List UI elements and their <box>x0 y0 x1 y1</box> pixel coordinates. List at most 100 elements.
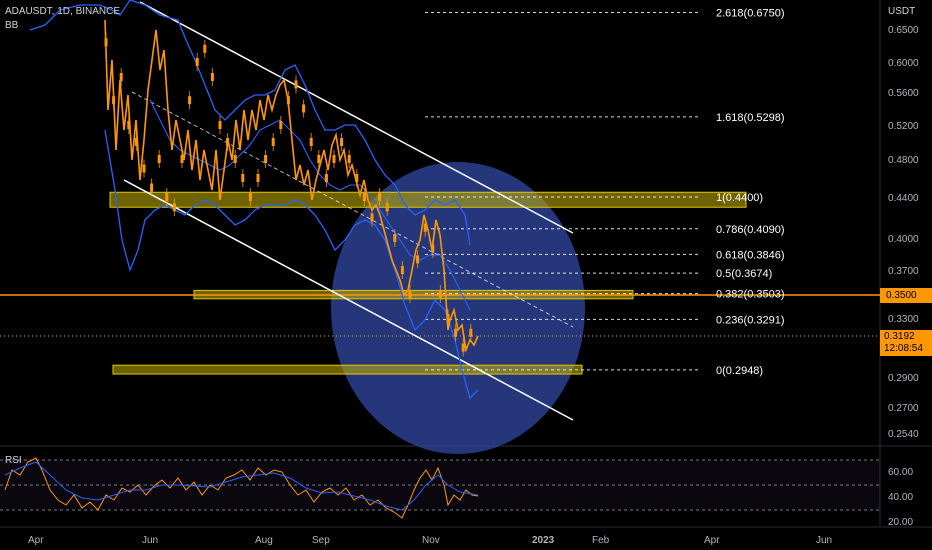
time-tick-label: Feb <box>592 535 610 546</box>
price-axis: USDT 0.6500 0.6000 0.5600 0.5200 0.4800 0.4400… <box>888 6 919 440</box>
time-tick-label: Nov <box>422 535 440 546</box>
fib-label-0.236: 0.236(0.3291) <box>716 314 785 326</box>
candle-body <box>172 203 176 212</box>
candle-body <box>203 44 207 53</box>
candle-body <box>226 138 230 146</box>
rsi-axis: 60.00 40.00 20.00 <box>888 467 913 528</box>
level-price-tag: 0.3500 <box>880 288 932 303</box>
fib-label-2.618: 2.618(0.6750) <box>716 8 785 20</box>
candle-body <box>294 80 298 89</box>
fib-label-1.618: 1.618(0.5298) <box>716 112 785 124</box>
candle-body <box>157 155 161 163</box>
current-price-value: 0.3192 <box>884 331 915 342</box>
candle-body <box>332 155 336 163</box>
candle-body <box>423 223 427 232</box>
candle-body <box>271 138 275 146</box>
candle-body <box>446 314 450 322</box>
time-tick-label: 2023 <box>532 535 555 546</box>
candle-body <box>180 155 184 163</box>
time-tick-label: Aug <box>255 535 273 546</box>
candle-body <box>104 38 108 47</box>
fib-label-0.618: 0.618(0.3846) <box>716 249 785 261</box>
time-tick-label: Jun <box>142 535 158 546</box>
price-tick-label: 0.2900 <box>888 373 919 384</box>
rsi-line <box>4 457 479 519</box>
time-tick-label: Apr <box>704 535 720 546</box>
candle-body <box>264 155 268 163</box>
candle-body <box>279 121 283 129</box>
price-tick-label: 0.2700 <box>888 403 919 414</box>
candle-body <box>165 193 169 201</box>
candle-body <box>309 138 313 146</box>
candle-body <box>127 121 131 129</box>
fib-label-0: 0(0.2948) <box>716 365 763 377</box>
candle-body <box>142 164 146 173</box>
candle-body <box>134 138 138 146</box>
bb-indicator-label[interactable]: BB <box>5 20 19 31</box>
rsi-tick-label: 20.00 <box>888 517 913 528</box>
bb-upper <box>29 0 471 246</box>
candle-body <box>241 174 245 182</box>
candle-body <box>362 193 366 201</box>
candle-body <box>248 193 252 201</box>
candle-body <box>400 266 404 274</box>
price-tick-label: 0.5600 <box>888 88 919 99</box>
time-tick-label: Apr <box>28 535 44 546</box>
price-tick-label: 0.5200 <box>888 121 919 132</box>
candle-body <box>347 155 351 163</box>
price-series <box>104 19 479 353</box>
price-tick-label: 0.4400 <box>888 193 919 204</box>
candle-body <box>408 290 412 298</box>
fib-label-1: 1(0.4400) <box>716 192 763 204</box>
candle-body <box>218 121 222 129</box>
candle-body <box>385 203 389 212</box>
price-tick-label: 0.4800 <box>888 155 919 166</box>
candle-body <box>112 96 116 105</box>
symbol-title[interactable]: ADAUSDT, 1D, BINANCE <box>5 6 121 17</box>
candle-body <box>438 290 442 298</box>
price-axis-currency: USDT <box>888 6 915 17</box>
candle-body <box>317 155 321 163</box>
candle-wicks <box>104 33 473 357</box>
candle-body <box>416 255 420 264</box>
candle-body <box>461 343 465 352</box>
candle-body <box>302 104 306 113</box>
channel-upper-line <box>139 1 574 234</box>
bb-lower <box>104 129 479 400</box>
channel-lower-line <box>123 179 574 421</box>
rsi-tick-label: 60.00 <box>888 467 913 478</box>
candle-body <box>150 183 154 192</box>
price-tick-label: 0.3700 <box>888 266 919 277</box>
fib-label-0.786: 0.786(0.4090) <box>716 224 785 236</box>
current-price-tag: 0.3192 12:08:54 <box>880 330 932 356</box>
fib-label-0.382: 0.382(0.3503) <box>716 289 785 301</box>
price-tick-label: 0.6500 <box>888 25 919 36</box>
rsi-tick-label: 40.00 <box>888 492 913 503</box>
price-tick-label: 0.2540 <box>888 429 919 440</box>
channel-mid-line <box>131 91 574 328</box>
candle-body <box>355 174 359 182</box>
candle-body <box>393 234 397 242</box>
price-tick-label: 0.6000 <box>888 58 919 69</box>
candle-body <box>119 73 123 81</box>
time-axis: Apr Jun Aug Sep Nov 2023 Feb Apr Jun <box>28 535 832 546</box>
candle-body <box>378 193 382 201</box>
price-tick-label: 0.3300 <box>888 314 919 325</box>
time-tick-label: Sep <box>312 535 330 546</box>
candle-body <box>188 96 192 105</box>
candle-body <box>469 328 473 337</box>
countdown-value: 12:08:54 <box>884 343 923 354</box>
candle-body <box>286 96 290 105</box>
rsi-indicator-label[interactable]: RSI <box>5 455 22 466</box>
candle-body <box>324 174 328 182</box>
candle-body <box>233 155 237 163</box>
candle-body <box>195 58 199 66</box>
candle-body <box>370 213 374 222</box>
fib-lines <box>425 12 700 371</box>
rsi-ma-line <box>4 461 479 511</box>
candle-body <box>340 138 344 146</box>
price-tick-label: 0.4000 <box>888 234 919 245</box>
candle-body <box>454 328 458 337</box>
fib-label-0.5: 0.5(0.3674) <box>716 268 772 280</box>
